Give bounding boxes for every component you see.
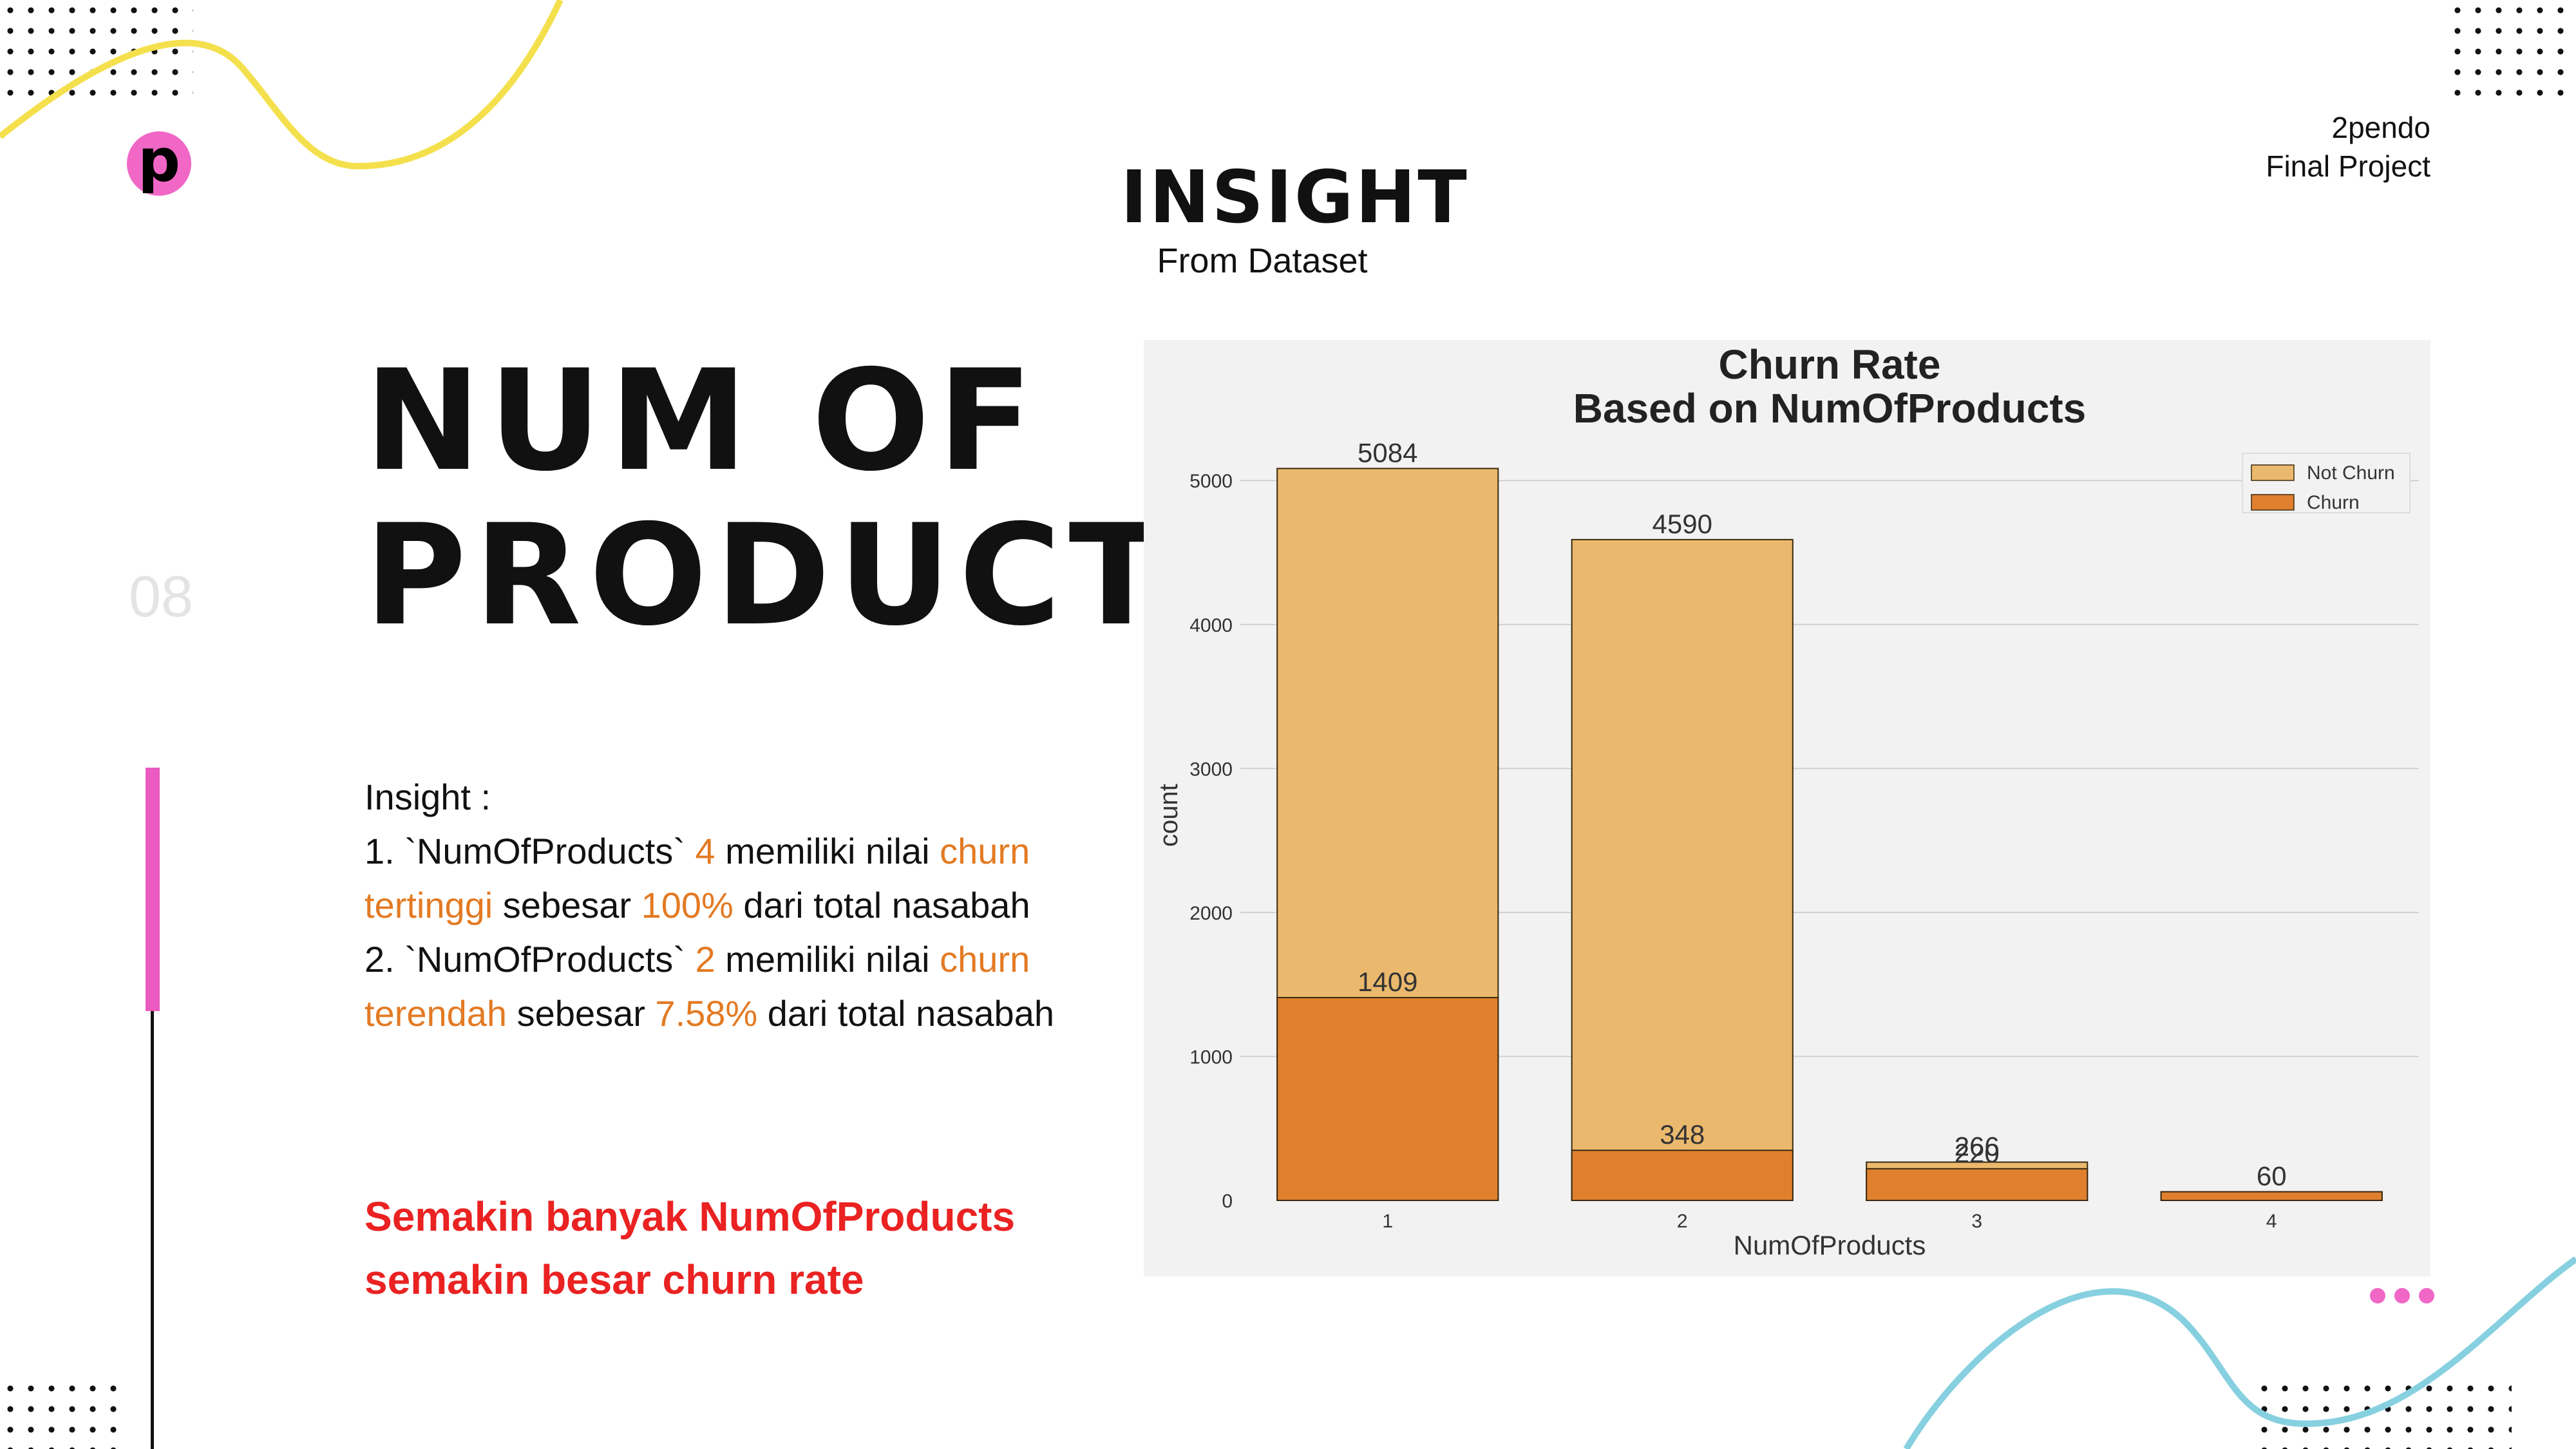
chart-panel: Churn Rate Based on NumOfProducts 0 1000 200…: [1144, 340, 2430, 1276]
x-tick-label: 2: [1677, 1211, 1688, 1232]
y-tick-label: 3000: [1189, 759, 1233, 780]
highlight-word: churn: [940, 939, 1030, 980]
page-heading: INSIGHT: [1121, 156, 1469, 240]
highlight-percent: 7.58%: [655, 993, 758, 1034]
y-tick-label: 2000: [1189, 903, 1233, 924]
brand-line-2: Final Project: [2266, 149, 2430, 183]
slide-title: NUM OF PRODUCTS: [365, 344, 1279, 653]
logo-letter: p: [138, 126, 180, 195]
legend-label: Not Churn: [2307, 462, 2395, 484]
timeline-line: [151, 768, 154, 1449]
not-churn-label: 60: [2257, 1161, 2287, 1191]
slide-title-line-2: PRODUCTS: [365, 495, 1280, 656]
y-tick-label: 5000: [1189, 471, 1233, 492]
churn-label: 348: [1660, 1119, 1705, 1150]
highlight-word: churn: [940, 831, 1030, 871]
highlight-word: terendah: [365, 993, 507, 1034]
legend-swatch: [2251, 464, 2295, 481]
blue-wave: [1903, 1256, 2576, 1449]
highlight-number: 4: [695, 831, 715, 871]
slide-title-line-1: NUM OF: [365, 340, 1041, 502]
brand-text: 2pendo Final Project: [2266, 108, 2430, 185]
y-tick-label: 0: [1222, 1191, 1233, 1212]
not-churn-label: 5084: [1358, 437, 1417, 468]
legend-label: Churn: [2307, 492, 2360, 513]
not-churn-bar: [1571, 538, 1794, 1202]
brand-logo: p: [127, 126, 191, 196]
not-churn-label: 266: [1955, 1132, 2000, 1162]
churn-label: 1409: [1358, 967, 1417, 997]
conclusion-text: Semakin banyak NumOfProducts semakin bes…: [365, 1185, 1015, 1311]
highlight-number: 2: [695, 939, 715, 980]
dot-pattern-bottom-left: [0, 1378, 129, 1449]
chart-subtitle: Based on NumOfProducts: [1573, 385, 2087, 431]
churn-bar: [1866, 1168, 2088, 1202]
highlight-percent: 100%: [641, 885, 734, 925]
conclusion-line-2: semakin besar churn rate: [365, 1256, 864, 1303]
pagination-dots: [2370, 1288, 2443, 1307]
insight-line-1: 1. `NumOfProducts` 4 memiliki nilai chur…: [365, 831, 1030, 871]
y-axis-label: count: [1155, 784, 1183, 847]
x-tick-label: 3: [1971, 1211, 1982, 1232]
x-tick-label: 1: [1382, 1211, 1393, 1232]
x-axis-label: NumOfProducts: [1734, 1230, 1926, 1260]
churn-bar: [1571, 1150, 1794, 1201]
insight-line-3: 2. `NumOfProducts` 2 memiliki nilai chur…: [365, 939, 1030, 980]
legend-swatch: [2251, 494, 2295, 511]
y-tick-label: 1000: [1189, 1046, 1233, 1068]
churn-label: 220: [1955, 1138, 2000, 1168]
timeline-highlight: [146, 768, 160, 1011]
yellow-wave: [0, 0, 564, 170]
y-tick-label: 4000: [1189, 615, 1233, 636]
dot-pattern-top-right: [2447, 0, 2576, 103]
not-churn-label: 4590: [1653, 509, 1712, 539]
insight-line-2: tertinggi sebesar 100% dari total nasaba…: [365, 885, 1030, 925]
insight-line-4: terendah sebesar 7.58% dari total nasaba…: [365, 993, 1054, 1034]
slide-number: 08: [129, 565, 194, 629]
brand-line-1: 2pendo: [2331, 111, 2431, 144]
insight-label: Insight :: [365, 777, 491, 817]
chart-title: Churn Rate: [1719, 341, 1941, 388]
x-tick-label: 4: [2266, 1211, 2277, 1232]
insight-text: Insight : 1. `NumOfProducts` 4 memiliki …: [365, 770, 1054, 1041]
page-subheading: From Dataset: [1157, 242, 1368, 280]
conclusion-line-1: Semakin banyak NumOfProducts: [365, 1193, 1016, 1240]
dot-pattern-bottom-right: [2254, 1378, 2512, 1449]
churn-bar: [1276, 997, 1499, 1201]
churn-bar: [2160, 1191, 2383, 1201]
highlight-word: tertinggi: [365, 885, 493, 925]
dot-pattern-top-left: [0, 0, 193, 103]
